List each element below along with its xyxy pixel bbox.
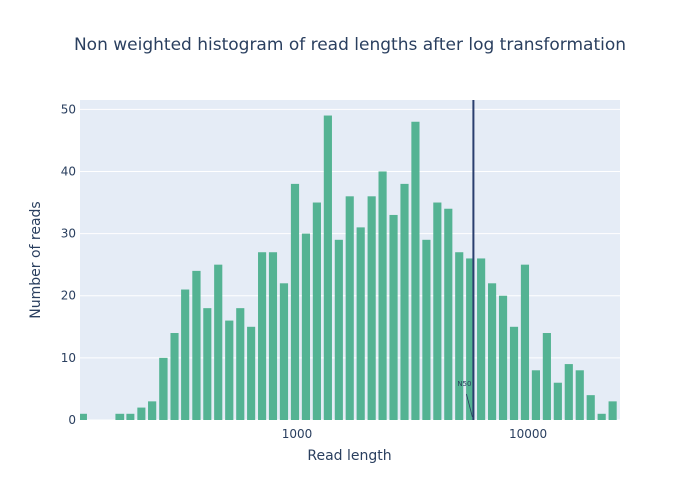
- histogram-bar: [268, 252, 278, 420]
- histogram-bar: [258, 252, 267, 420]
- histogram-bar: [400, 183, 409, 420]
- y-tick-label: 30: [61, 227, 76, 241]
- n50-annotation: N50: [457, 380, 471, 388]
- histogram-bar: [203, 308, 212, 420]
- y-axis-ticks: 0 10 20 30 40 50: [61, 102, 76, 427]
- histogram-bar: [498, 295, 508, 420]
- histogram-bar: [487, 283, 497, 420]
- y-tick-label: 50: [61, 102, 76, 116]
- histogram-bar: [553, 382, 562, 420]
- histogram-bar: [520, 264, 530, 420]
- bars: [80, 115, 617, 421]
- histogram-bar: [411, 121, 420, 421]
- histogram-bar: [225, 320, 234, 420]
- histogram-bar: [323, 115, 332, 420]
- histogram-bar: [334, 239, 343, 420]
- histogram-bar: [389, 214, 398, 420]
- annotation-arrow: [466, 393, 473, 418]
- histogram-bar: [597, 413, 606, 420]
- y-tick-label: 0: [68, 413, 76, 427]
- histogram-bar: [170, 333, 179, 420]
- histogram-bar: [181, 289, 190, 420]
- histogram-bar: [444, 208, 453, 420]
- histogram-bar: [564, 364, 573, 420]
- histogram-bar: [290, 183, 300, 420]
- histogram-bar: [345, 196, 354, 420]
- histogram-bar: [247, 326, 256, 420]
- histogram-bar: [356, 227, 365, 420]
- histogram-bar: [509, 326, 519, 420]
- histogram-bar: [80, 413, 87, 420]
- chart-title: Non weighted histogram of read lengths a…: [74, 35, 626, 55]
- x-tick-label: 1000: [282, 427, 313, 441]
- histogram-bar: [531, 370, 541, 420]
- y-tick-label: 10: [61, 351, 76, 365]
- histogram-bar: [192, 270, 201, 420]
- annotation-group: N50: [457, 380, 473, 418]
- y-tick-label: 20: [61, 289, 76, 303]
- histogram-bar: [378, 171, 387, 420]
- x-axis-ticks: 1000 10000: [282, 427, 547, 441]
- histogram-bar: [542, 333, 551, 420]
- histogram-bar: [312, 202, 321, 420]
- histogram-bar: [575, 370, 584, 420]
- histogram-bar: [455, 252, 464, 420]
- histogram-bar: [608, 401, 617, 420]
- histogram-bar: [148, 401, 157, 420]
- histogram-bar: [159, 357, 168, 420]
- histogram-bar: [367, 196, 376, 420]
- y-tick-label: 40: [61, 164, 76, 178]
- histogram-bar: [137, 407, 146, 420]
- histogram-bar: [236, 308, 245, 420]
- histogram-bar: [586, 395, 595, 420]
- histogram-bar: [466, 258, 475, 420]
- histogram-bar: [433, 202, 442, 420]
- histogram-bar: [279, 283, 289, 420]
- histogram-bar: [477, 258, 486, 420]
- x-tick-label: 10000: [509, 427, 547, 441]
- x-axis-title: Read length: [307, 448, 391, 464]
- histogram-bar: [214, 264, 223, 420]
- histogram-bar: [126, 413, 135, 420]
- histogram-bar: [115, 413, 125, 420]
- histogram-bar: [422, 239, 431, 420]
- y-axis-title: Number of reads: [28, 201, 44, 318]
- histogram-bar: [301, 233, 311, 420]
